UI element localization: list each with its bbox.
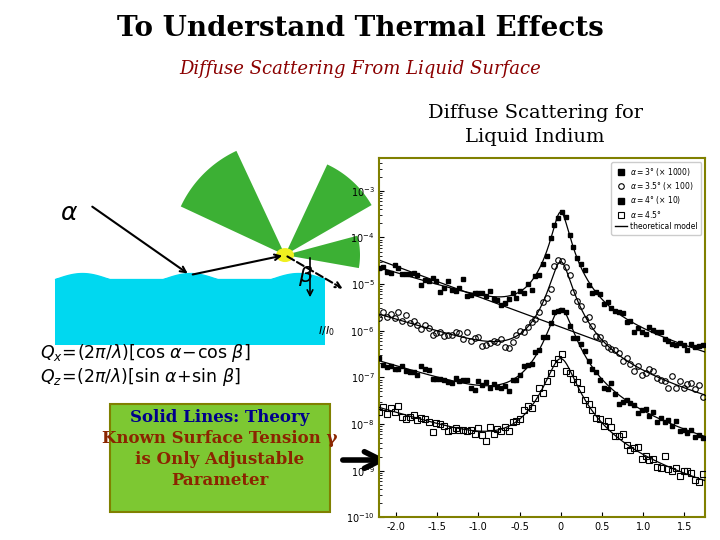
FancyBboxPatch shape [110, 404, 330, 512]
Text: Solid Lines: Theory: Solid Lines: Theory [130, 409, 310, 426]
Text: is Only Adjustable: is Only Adjustable [135, 451, 305, 468]
X-axis label: $\alpha - \beta$ (deg): $\alpha - \beta$ (deg) [511, 538, 573, 540]
Legend: $\alpha = 3°$ (× 1000), $\alpha = 3.5°$ (× 100), $\alpha = 4°$ (× 10), $\alpha =: $\alpha = 3°$ (× 1000), $\alpha = 3.5°$ … [611, 162, 701, 235]
Polygon shape [181, 151, 285, 255]
Text: Parameter: Parameter [171, 472, 269, 489]
Polygon shape [285, 165, 372, 255]
Polygon shape [285, 235, 360, 268]
Text: $\alpha$: $\alpha$ [60, 202, 78, 225]
Bar [55, 280, 325, 345]
Text: Diffuse Scattering for
Liquid Indium: Diffuse Scattering for Liquid Indium [428, 104, 642, 146]
Text: Diffuse Scattering From Liquid Surface: Diffuse Scattering From Liquid Surface [179, 60, 541, 78]
Text: $Q_x\!=\!(2\pi/\lambda)[\cos\,\alpha\!-\!\cos\,\beta]$: $Q_x\!=\!(2\pi/\lambda)[\cos\,\alpha\!-\… [40, 342, 251, 364]
Ellipse shape [276, 248, 294, 262]
Y-axis label: $I/I_0$: $I/I_0$ [318, 324, 335, 338]
Text: $Q_z\!=\!(2\pi/\lambda)[\sin\,\alpha\!+\!\sin\,\beta]$: $Q_z\!=\!(2\pi/\lambda)[\sin\,\alpha\!+\… [40, 366, 241, 388]
Text: To Understand Thermal Effects: To Understand Thermal Effects [117, 15, 603, 42]
Text: Known Surface Tension γ: Known Surface Tension γ [102, 430, 338, 447]
Text: $\beta$: $\beta$ [298, 264, 313, 288]
